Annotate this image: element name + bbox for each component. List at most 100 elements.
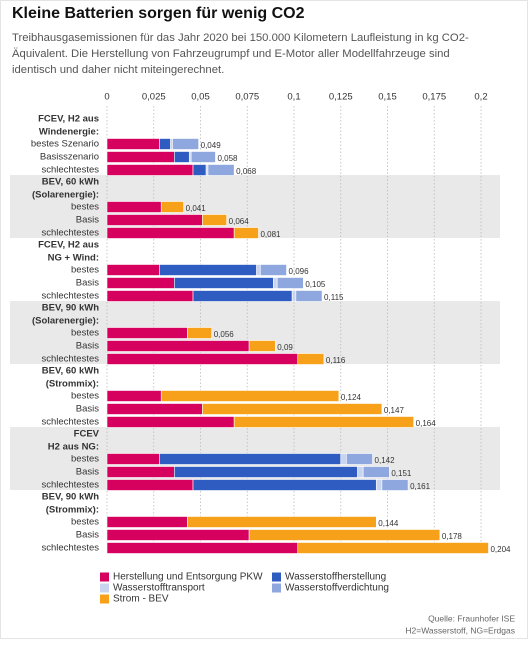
bar-segment	[106, 416, 235, 428]
bar-segment	[106, 466, 175, 478]
bar-segment	[174, 466, 358, 478]
bar-segment	[159, 138, 171, 150]
group-label: NG + Wind:	[48, 253, 99, 264]
group-label: BEV, 90 kWh	[42, 303, 99, 314]
group-label: (Solarenergie):	[32, 190, 99, 201]
row-label: Basis	[76, 215, 99, 226]
bar-segment	[273, 277, 278, 289]
bar-segment	[375, 479, 383, 491]
group-label: FCEV, H2 aus	[38, 114, 99, 125]
row-label: bestes	[71, 454, 99, 465]
total-label: 0,105	[305, 280, 326, 289]
total-label: 0,178	[442, 532, 463, 541]
x-tick-label: 0,075	[235, 92, 259, 103]
bar-segment	[106, 453, 160, 465]
bar-segment	[106, 214, 203, 226]
subtitle: Äquivalent. Die Herstellung von Fahrzeug…	[12, 48, 450, 60]
total-label: 0,142	[375, 456, 396, 465]
legend-swatch	[272, 572, 281, 582]
row-label: Basis	[76, 467, 99, 478]
bar-segment	[362, 466, 390, 478]
total-label: 0,058	[217, 154, 238, 163]
subtitle: Treibhausgasemissionen für das Jahr 2020…	[12, 32, 469, 44]
bar-segment	[248, 340, 276, 352]
bar-segment	[106, 403, 203, 415]
row-label: Basis	[76, 341, 99, 352]
row-label: schlechtestes	[41, 228, 99, 239]
total-label: 0,068	[236, 167, 257, 176]
total-label: 0,116	[326, 356, 346, 365]
group-label: BEV, 60 kWh	[42, 366, 99, 377]
total-label: 0,041	[186, 204, 207, 213]
bar-segment	[207, 164, 235, 176]
group-label: FCEV	[74, 429, 100, 440]
group-label: (Strommix):	[46, 505, 99, 516]
x-tick-label: 0,15	[378, 92, 397, 103]
bar-segment	[106, 390, 162, 402]
legend-swatch	[100, 572, 109, 582]
bar-segment	[202, 403, 383, 415]
bar-segment	[192, 164, 207, 176]
bar-segment	[381, 479, 409, 491]
x-tick-label: 0,1	[287, 92, 300, 103]
bar-segment	[346, 453, 373, 465]
group-label: (Strommix):	[46, 379, 99, 390]
bar-segment	[106, 164, 194, 176]
total-label: 0,161	[410, 482, 431, 491]
bar-segment	[106, 542, 299, 554]
source: H2=Wasserstoff, NG=Erdgas	[405, 625, 515, 635]
row-label: schlechtestes	[41, 291, 99, 302]
bar-segment	[297, 353, 325, 365]
bar-segment	[187, 327, 213, 339]
total-label: 0,064	[229, 217, 250, 226]
bar-segment	[172, 138, 199, 150]
bar-segment	[106, 138, 160, 150]
x-tick-label: 0	[104, 92, 109, 103]
bar-segment	[174, 277, 274, 289]
row-label: schlechtestes	[41, 354, 99, 365]
x-tick-label: 0,175	[422, 92, 446, 103]
bar-segment	[190, 151, 216, 163]
row-label: schlechtestes	[41, 543, 99, 554]
row-label: Basis	[76, 404, 99, 415]
total-label: 0,056	[214, 330, 235, 339]
bar-segment	[192, 290, 293, 302]
bar-segment	[187, 516, 377, 528]
group-label: BEV, 90 kWh	[42, 492, 99, 503]
bar-segment	[248, 529, 441, 541]
row-label: schlechtestes	[41, 417, 99, 428]
source: Quelle: Fraunhofer ISE	[428, 613, 515, 623]
total-label: 0,164	[416, 419, 437, 428]
bar-segment	[276, 277, 304, 289]
group-label: (Solarenergie):	[32, 316, 99, 327]
bar-segment	[106, 327, 188, 339]
x-tick-label: 0,05	[191, 92, 210, 103]
x-tick-label: 0,025	[142, 92, 166, 103]
bar-segment	[106, 264, 160, 276]
x-tick-label: 0,2	[474, 92, 487, 103]
legend-label: Strom - BEV	[113, 594, 169, 605]
total-label: 0,115	[324, 293, 344, 302]
bar-segment	[233, 416, 414, 428]
row-label: Basisszenario	[40, 152, 99, 163]
chart-title: Kleine Batterien sorgen für wenig CO2	[12, 5, 305, 22]
group-label: Windenergie:	[39, 127, 99, 138]
total-label: 0,081	[260, 230, 281, 239]
bar-segment	[106, 340, 250, 352]
legend-label: Wasserstoffverdichtung	[285, 583, 389, 594]
bar-segment	[192, 479, 377, 491]
bar-segment	[106, 290, 194, 302]
total-label: 0,204	[490, 545, 511, 554]
row-label: Basis	[76, 278, 99, 289]
bar-segment	[160, 390, 340, 402]
row-label: bestes Szenario	[31, 139, 99, 150]
legend-swatch	[272, 583, 281, 593]
row-label: schlechtestes	[41, 165, 99, 176]
bar-segment	[106, 529, 250, 541]
row-label: bestes	[71, 517, 99, 528]
row-label: bestes	[71, 265, 99, 276]
total-label: 0,049	[201, 141, 222, 150]
bar-segment	[174, 151, 190, 163]
legend-label: Wasserstofftransport	[113, 583, 205, 594]
